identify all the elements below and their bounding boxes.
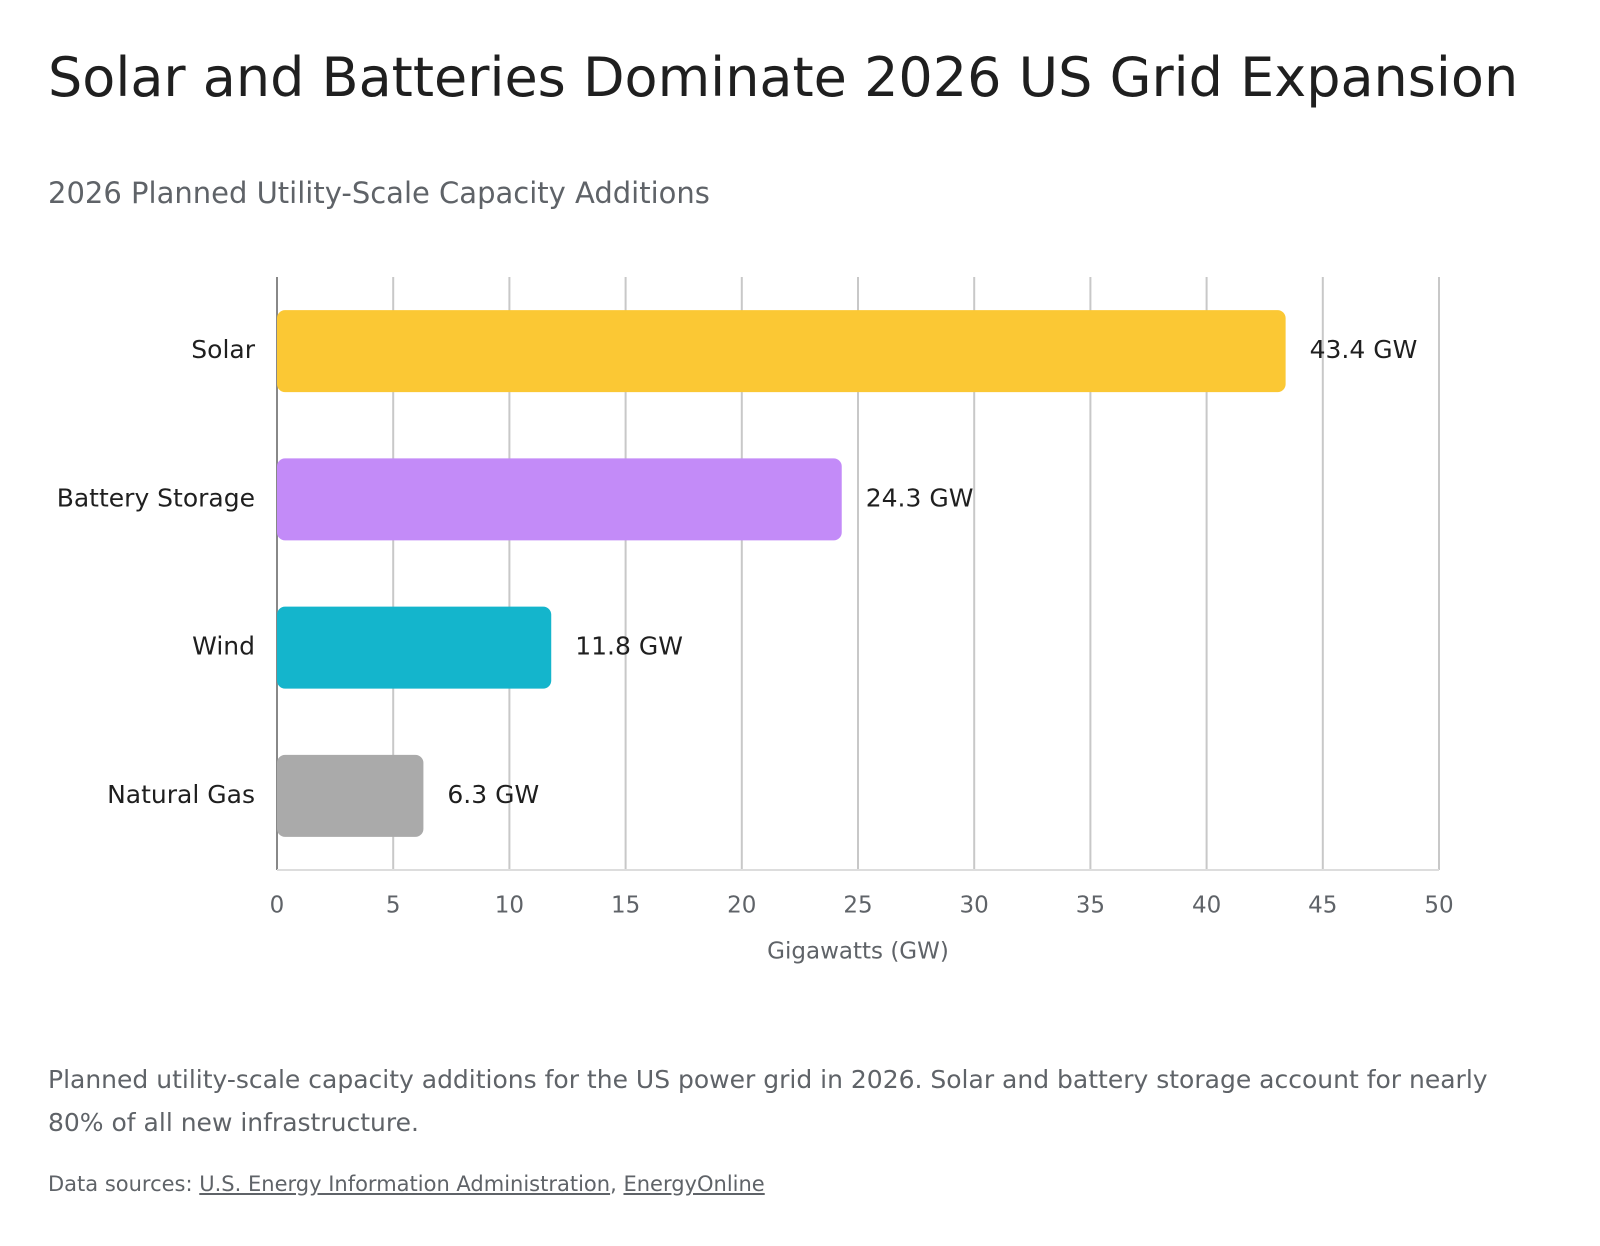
y-tick-label: Battery Storage (57, 483, 255, 512)
value-label: 43.4 GW (1310, 335, 1418, 364)
value-label: 11.8 GW (575, 632, 683, 661)
x-axis-label: Gigawatts (GW) (767, 939, 949, 965)
x-tick-label: 45 (1308, 893, 1337, 919)
x-tick-label: 10 (495, 893, 524, 919)
chart: 0 5 10 15 20 25 30 35 40 45 50 Gigawatts (GW) Solar 4… (57, 277, 1454, 965)
y-tick-label: Solar (191, 335, 255, 364)
chart-subtitle: 2026 Planned Utility-Scale Capacity Addi… (48, 176, 710, 210)
sources: Data sources: U.S. Energy Information Ad… (48, 1172, 765, 1196)
x-tick-label: 40 (1192, 893, 1221, 919)
x-tick-label: 35 (1076, 893, 1105, 919)
bar (277, 754, 424, 837)
bar (277, 606, 552, 689)
bar (277, 458, 842, 541)
x-tick-label: 25 (843, 893, 872, 919)
separator: , (610, 1172, 617, 1196)
x-tick-label: 0 (270, 893, 285, 919)
value-label: 24.3 GW (866, 483, 974, 512)
x-tick-label: 30 (960, 893, 989, 919)
source-link[interactable]: U.S. Energy Information Administration (199, 1172, 611, 1196)
source-link[interactable]: EnergyOnline (623, 1172, 765, 1196)
sources-label: Data sources: (48, 1172, 193, 1196)
value-label: 6.3 GW (447, 780, 539, 809)
chart-title: Solar and Batteries Dominate 2026 US Gri… (48, 46, 1519, 109)
caption: Planned utility-scale capacity additions… (48, 1065, 1488, 1137)
x-tick-label: 15 (611, 893, 640, 919)
y-tick-label: Natural Gas (107, 780, 255, 809)
x-tick-label: 20 (727, 893, 756, 919)
y-tick-label: Wind (192, 632, 255, 661)
bar (277, 310, 1286, 393)
x-tick-label: 5 (386, 893, 401, 919)
x-tick-label: 50 (1424, 893, 1453, 919)
